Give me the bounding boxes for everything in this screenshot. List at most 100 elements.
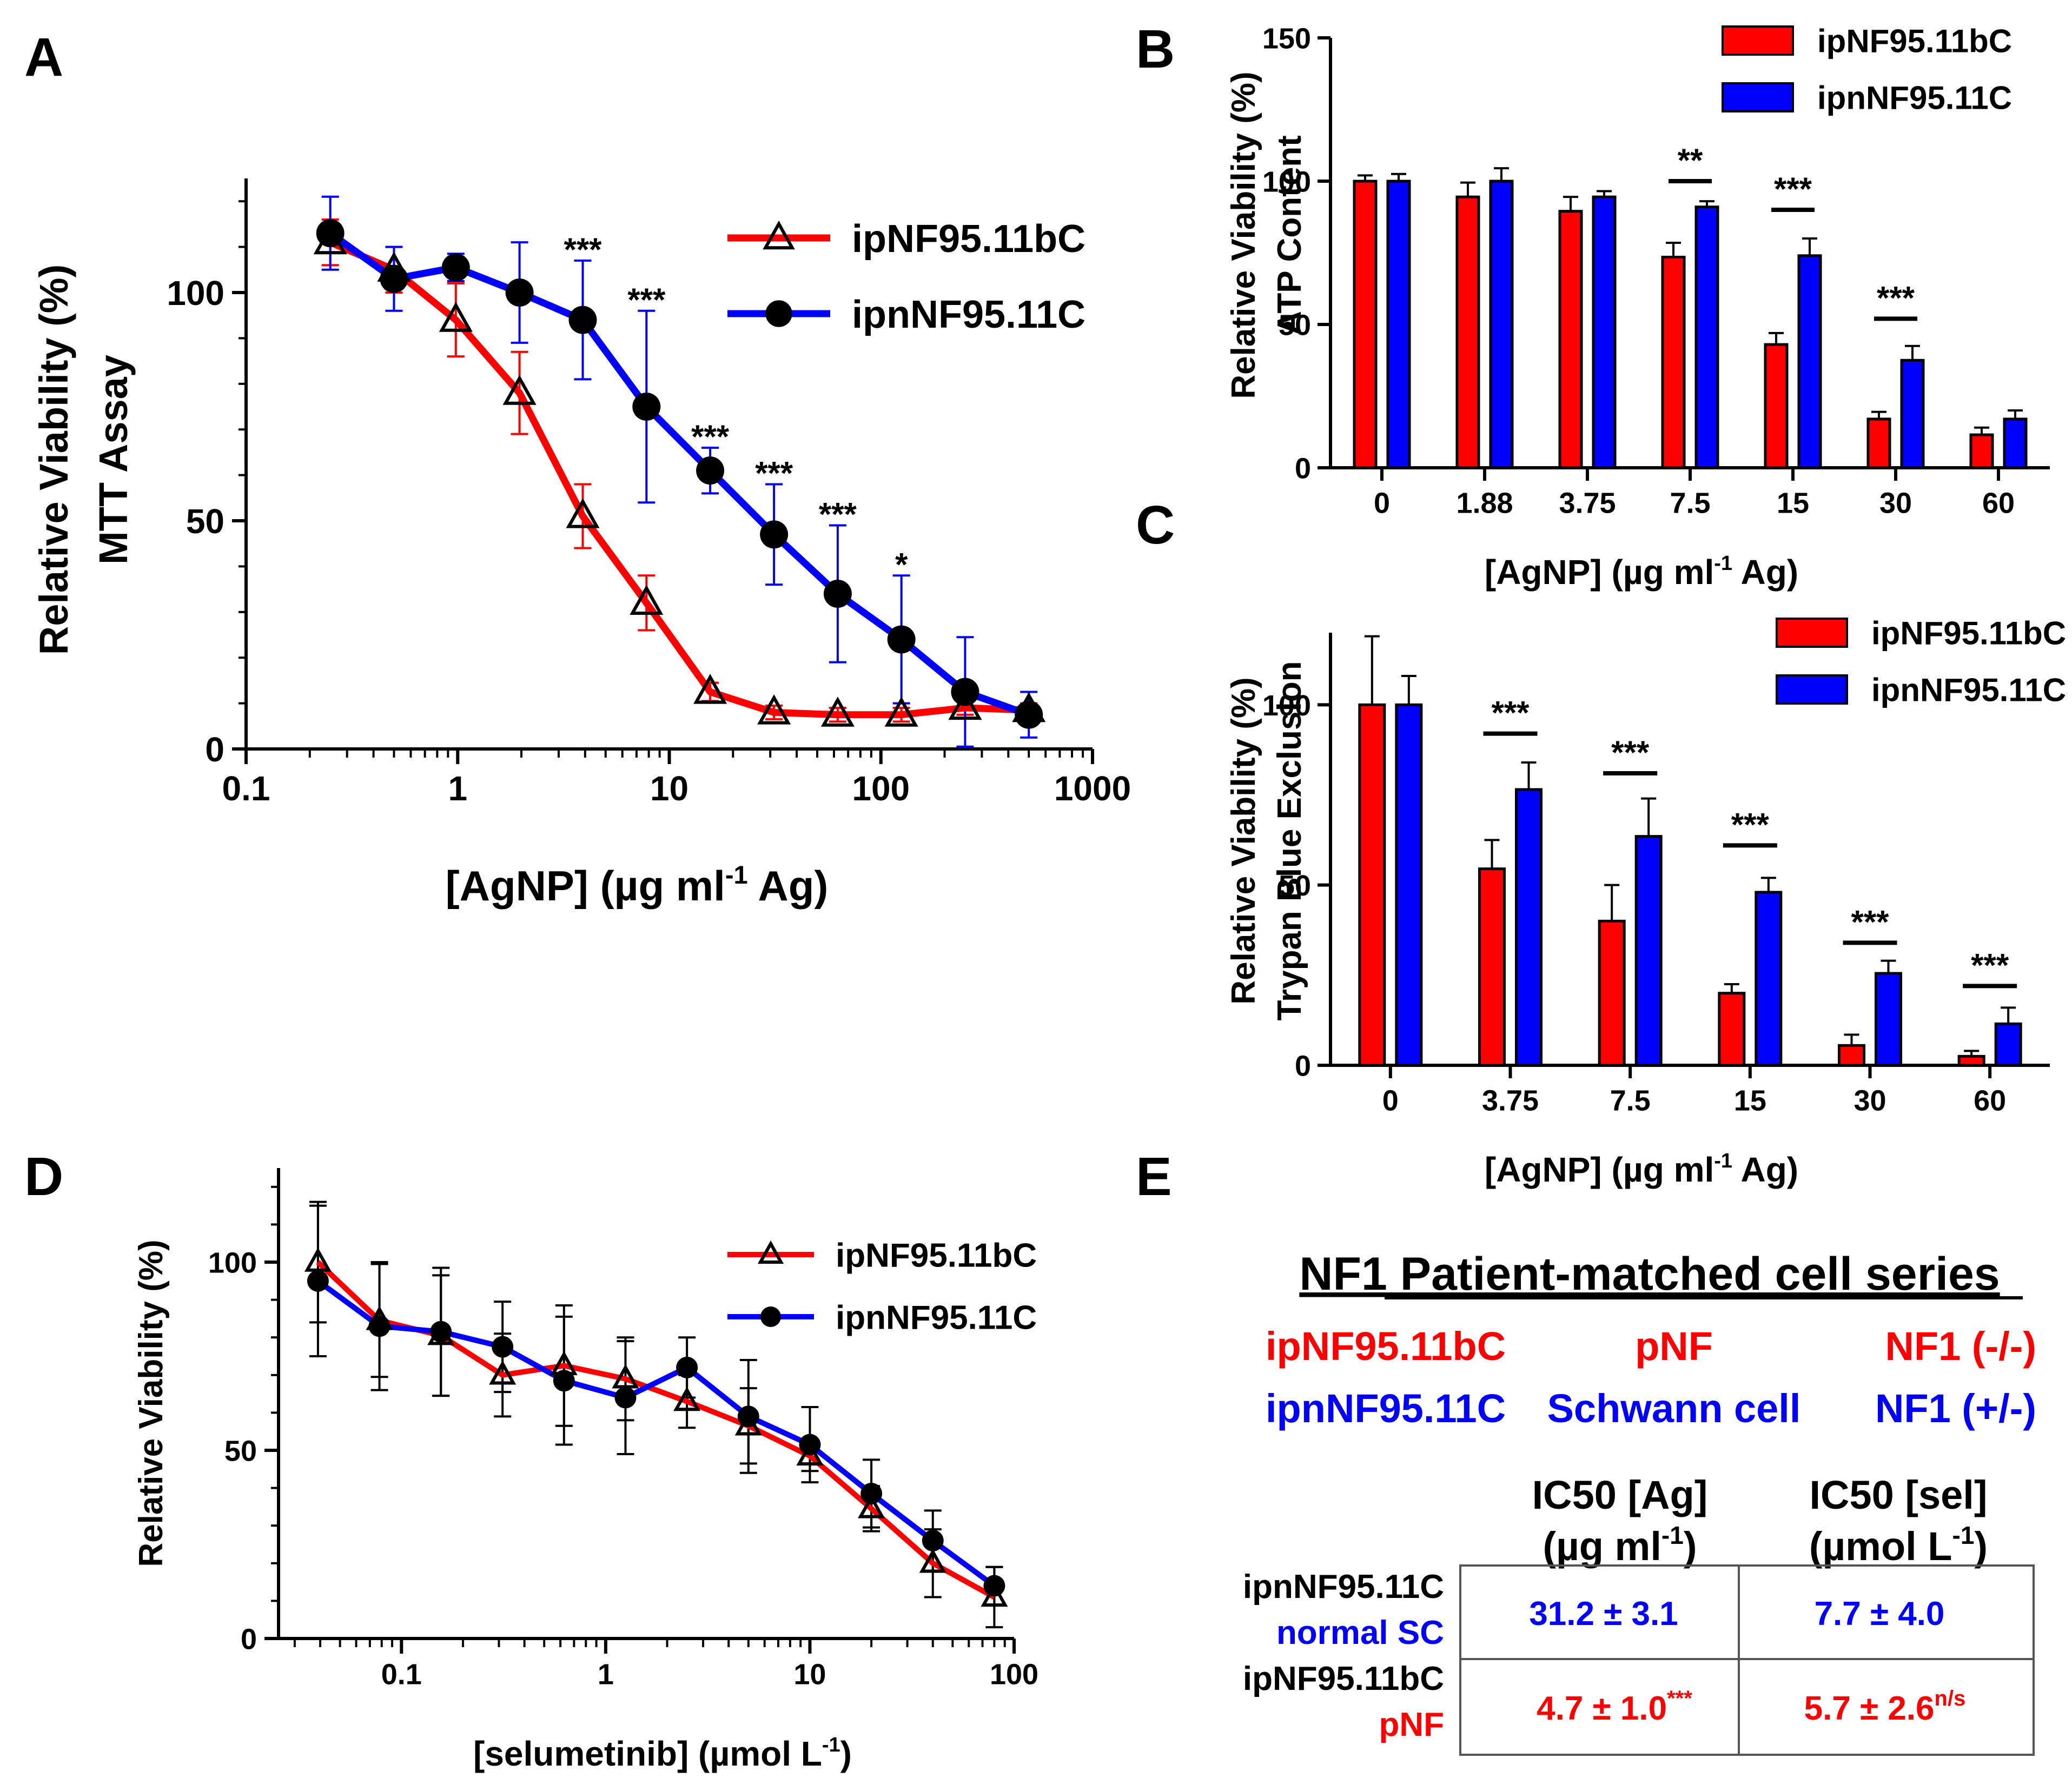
- cell-row-2-name: ipnNF95.11C: [1266, 1386, 1506, 1431]
- bar-red: [1764, 343, 1789, 469]
- bar-red: [1957, 1054, 1985, 1067]
- legend-label: ipnNF95.11C: [836, 1299, 1037, 1336]
- data-point: [368, 1315, 390, 1337]
- x-tick-label: 0.1: [381, 1659, 422, 1691]
- legend-label: ipNF95.11bC: [836, 1237, 1037, 1274]
- x-tick-label: 15: [1777, 487, 1809, 519]
- data-point: [492, 1336, 514, 1358]
- y-axis-label-1: Relative Viability (%): [133, 1239, 170, 1567]
- data-point: [630, 585, 664, 615]
- bar-red: [1661, 255, 1686, 469]
- ic50-row-1-ag-value: 31.2 ± 3.1: [1529, 1595, 1678, 1633]
- x-tick-label: 0: [1374, 487, 1390, 519]
- data-point: [983, 1575, 1005, 1597]
- significance-label: ***: [1611, 734, 1650, 771]
- data-point: [505, 278, 534, 307]
- panel-c-chart: 0 50 100 0 3.75 7.5 15 30 60 *** *** *** *** *** ipNF9…: [1225, 615, 2066, 1189]
- ic50-sel-header-line1: IC50 [sel]: [1809, 1472, 1987, 1517]
- data-point: [676, 1356, 698, 1378]
- ic50-row-1-sublabel: normal SC: [1276, 1614, 1444, 1651]
- x-axis-label: [AgNP] (µg ml-1 Ag): [1485, 552, 1798, 592]
- significance-label: ***: [1774, 171, 1812, 207]
- legend-label: ipnNF95.11C: [1817, 80, 2012, 116]
- legend-label: ipnNF95.11C: [852, 293, 1085, 336]
- y-tick-label: 100: [208, 1246, 257, 1279]
- ic50-row-2-ag-value: 4.7 ± 1.0***: [1537, 1687, 1692, 1727]
- x-tick-label: 1: [448, 769, 467, 808]
- bar-blue: [1515, 788, 1543, 1067]
- x-tick-label: 1: [598, 1659, 614, 1691]
- data-point: [489, 1360, 517, 1385]
- legend-swatch: [1776, 674, 1848, 705]
- ic50-row-2-sel-value: 5.7 ± 2.6n/s: [1804, 1687, 1966, 1727]
- legend-label: ipnNF95.11C: [1871, 672, 2066, 708]
- y-tick-label: 100: [167, 274, 224, 313]
- x-axis-label: [AgNP] (µg ml-1 Ag): [446, 860, 829, 910]
- cell-row-1-genotype: NF1 (-/-): [1885, 1324, 2037, 1369]
- panel-e-title: NF1 Patient-matched cell series: [1299, 1248, 2000, 1300]
- cell-row-1-type: pNF: [1635, 1324, 1713, 1369]
- data-point: [858, 1494, 885, 1518]
- significance-label: ***: [1877, 280, 1915, 316]
- y-axis-label-1: Relative Viability (%): [31, 264, 76, 655]
- x-tick-label: 1.88: [1456, 487, 1513, 519]
- data-point: [316, 219, 345, 248]
- legend-swatch: [1722, 82, 1794, 112]
- data-point: [632, 393, 661, 421]
- significance-label: ***: [1971, 947, 2009, 983]
- y-tick-label: 100: [1262, 689, 1311, 722]
- data-point: [380, 264, 408, 293]
- data-point: [760, 520, 789, 549]
- data-point: [441, 253, 470, 282]
- ic50-row-2-label: ipNF95.11bC: [1243, 1660, 1444, 1697]
- significance-label: *: [895, 546, 908, 582]
- legend-label: ipNF95.11bC: [852, 217, 1085, 261]
- x-tick-label: 60: [1982, 487, 2015, 519]
- y-axis-label-1: Relative Viability (%): [1225, 71, 1262, 399]
- cell-row-2-genotype: NF1 (+/-): [1875, 1386, 2036, 1431]
- significance-label: ***: [755, 455, 793, 491]
- data-point: [737, 1405, 759, 1428]
- panel-d-chart: 0 50 100 0.1 1 10 100 ipNF95.11bC ipnNF95.11C Rel…: [133, 1168, 1038, 1773]
- legend-label: ipNF95.11bC: [1817, 23, 2012, 59]
- y-axis-label-2: Trypan Blue Exclusion: [1271, 661, 1308, 1021]
- data-point: [673, 1387, 701, 1411]
- ic50-sel-header-line2: (µmol L-1): [1809, 1521, 1988, 1569]
- data-point: [948, 689, 982, 720]
- y-tick-label: 50: [1279, 309, 1311, 341]
- y-tick-label: 50: [1279, 870, 1311, 902]
- data-point: [612, 1364, 639, 1389]
- y-tick-label: 0: [205, 730, 224, 769]
- legend-marker: [765, 300, 792, 327]
- bar-blue: [1755, 891, 1783, 1067]
- bar-blue: [1994, 1022, 2022, 1067]
- x-tick-label: 7.5: [1670, 487, 1710, 519]
- data-point: [307, 1270, 329, 1292]
- x-tick-label: 10: [793, 1659, 826, 1691]
- bar-blue: [1395, 703, 1423, 1067]
- data-point: [951, 678, 979, 706]
- bar-blue: [1386, 180, 1411, 469]
- bar-red: [1838, 1044, 1865, 1067]
- data-point: [884, 696, 918, 727]
- significance-label: **: [1678, 142, 1703, 178]
- x-tick-label: 0: [1382, 1084, 1399, 1117]
- y-tick-label: 0: [1295, 1050, 1311, 1082]
- x-tick-label: 1000: [1054, 769, 1131, 808]
- x-tick-label: 3.75: [1559, 487, 1616, 519]
- data-point: [614, 1387, 637, 1409]
- data-point: [919, 1548, 946, 1573]
- data-point: [304, 1247, 332, 1272]
- bar-red: [1353, 180, 1378, 469]
- y-tick-label: 0: [1295, 452, 1311, 485]
- y-axis-label-2: MTT Assay: [91, 355, 136, 565]
- panel-e: NF1 Patient-matched cell series ipNF95.1…: [1243, 1248, 2037, 1756]
- bar-blue: [1592, 195, 1617, 469]
- ic50-row-2-sublabel: pNF: [1379, 1706, 1444, 1743]
- bar-blue: [1634, 835, 1663, 1067]
- ic50-row-1-label: ipnNF95.11C: [1243, 1568, 1444, 1606]
- data-point: [799, 1434, 821, 1456]
- legend-marker: [757, 1240, 784, 1264]
- y-tick-label: 100: [1262, 165, 1311, 198]
- significance-label: ***: [1731, 806, 1770, 843]
